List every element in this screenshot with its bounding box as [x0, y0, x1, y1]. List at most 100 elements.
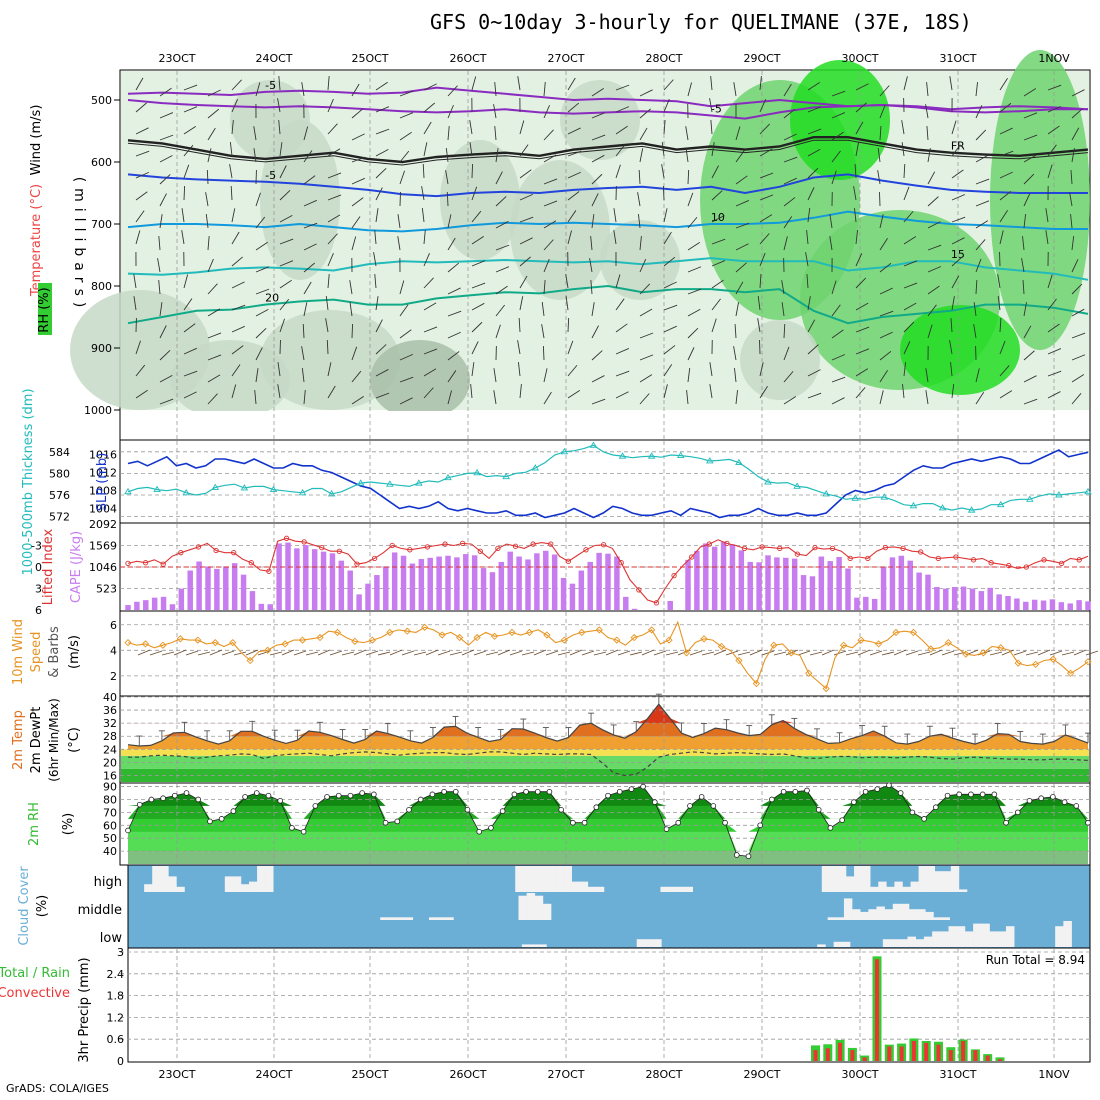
cape-tick-label: 523 [96, 583, 117, 596]
wind-barb [903, 341, 911, 355]
lifted-index-marker [970, 557, 977, 563]
isotherm-line [127, 210, 1088, 233]
cape-bar [311, 549, 318, 610]
lifted-index-marker [477, 548, 483, 554]
thickness-marker [269, 485, 278, 493]
rh2m-marker [394, 818, 401, 825]
precip-tick-label: 2.4 [107, 968, 125, 981]
wind-barb [495, 171, 503, 185]
rh2m-marker [464, 807, 471, 813]
wind-barb [181, 230, 185, 245]
cloud-layer-low: low [100, 931, 123, 946]
cape-bar [623, 596, 629, 610]
cloud-high-bar [926, 866, 936, 892]
date-label-bottom: 29OCT [743, 1068, 780, 1081]
wind-barb [1023, 193, 1031, 207]
wind-barb [757, 318, 761, 333]
lifted-index-axis-label: Lifted Index [41, 528, 56, 605]
wind10m-label-line3: & Barbs [47, 626, 62, 678]
wind-barb [471, 362, 475, 377]
wind-barb [927, 244, 942, 251]
wind-barb [877, 148, 881, 163]
rh2m-marker [909, 809, 916, 816]
wind-barb [349, 302, 353, 317]
wind10m-marker [386, 628, 394, 637]
wind-barb [471, 163, 474, 179]
wind-barb [879, 214, 884, 229]
cloud-low-bar [1063, 921, 1072, 947]
wind-barb [255, 241, 268, 251]
wind-barb [207, 89, 221, 97]
wind-barb [879, 350, 892, 361]
wind-barb [1023, 325, 1032, 339]
cloud-high-bar [257, 866, 266, 892]
rh2m-marker [1050, 794, 1056, 800]
wind-barb [926, 126, 929, 141]
wind-barb [639, 332, 654, 339]
cloud-middle-bar [917, 909, 926, 920]
wind-barb [855, 102, 867, 113]
wind-barb [687, 169, 690, 185]
wind-barb [543, 220, 557, 229]
wind10m-marker [1084, 658, 1092, 666]
wind-barb [711, 190, 723, 201]
cape-bar [471, 555, 478, 610]
wind10m-marker [647, 626, 656, 634]
wind-barb [302, 323, 305, 339]
cloud-middle-bar [429, 917, 438, 920]
rh-tick-label: 70 [103, 806, 117, 819]
wind-barb [207, 374, 221, 383]
temp-tick-label: 24 [103, 743, 117, 756]
precip-convective-bar [961, 1041, 966, 1061]
rh-axis-label: RH (%) [37, 287, 52, 332]
cape-bar [560, 577, 567, 610]
cape-bar [445, 555, 451, 610]
thickness-marker [647, 452, 656, 459]
cape-bar [898, 555, 905, 610]
lifted-index-marker [495, 545, 501, 552]
rh-tick-label: 40 [103, 845, 117, 858]
wind-barb [759, 76, 762, 91]
wind-barb [159, 134, 174, 141]
surface-wind-barb [881, 651, 895, 656]
rh2m-marker [851, 799, 857, 805]
wind-barb [519, 237, 533, 245]
wind-barb [469, 142, 473, 157]
rh2m-marker [1014, 809, 1021, 816]
wind-barb [879, 331, 893, 339]
thickness-marker [240, 484, 249, 491]
wind-barb [135, 77, 144, 91]
wind-barb [399, 304, 409, 317]
isotherm-line [127, 257, 1089, 281]
wind-barb [925, 390, 929, 405]
wind-barb [855, 230, 858, 245]
cloud-high-bar [579, 881, 589, 892]
cape-bar [258, 603, 265, 610]
surface-wind-barb [185, 650, 199, 656]
surface-wind-barb [173, 649, 187, 656]
temp-band-yellow [121, 749, 1089, 756]
date-label-top: 30OCT [841, 52, 878, 65]
lifted-index-marker [618, 560, 624, 566]
cape-bar [196, 561, 202, 610]
wind10m-marker [298, 636, 307, 644]
wind-barb [518, 317, 521, 333]
wind-barb [639, 393, 650, 405]
wind10m-marker [892, 628, 900, 637]
wind-barb [687, 266, 702, 273]
wind-barb [639, 108, 651, 119]
cloud-middle-bar [445, 917, 454, 920]
wind-barb [615, 370, 630, 377]
lifted-index-marker [424, 544, 431, 550]
lifted-index-marker [777, 545, 783, 552]
cape-bar [774, 557, 780, 610]
wind-barb [951, 384, 955, 399]
rh-contour-fill [510, 160, 610, 300]
cloud-low-bar [981, 923, 990, 947]
rh2m-marker [300, 828, 307, 835]
cloud-middle-bar [860, 911, 869, 920]
wind-barb [709, 384, 713, 399]
wind10m-marker [665, 636, 673, 644]
cloud-axis-label: Cloud Cover [17, 866, 32, 946]
surface-wind-barb [293, 650, 307, 656]
